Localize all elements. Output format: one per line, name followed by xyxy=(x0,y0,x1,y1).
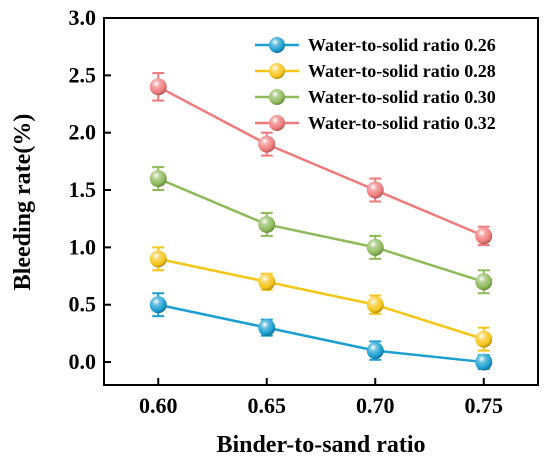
data-point xyxy=(149,170,167,188)
x-tick-label: 0.65 xyxy=(248,393,287,418)
data-point xyxy=(149,78,167,96)
y-tick-label: 2.0 xyxy=(69,120,97,145)
legend: Water-to-solid ratio 0.26 Water-to-solid … xyxy=(255,35,496,133)
data-point xyxy=(258,319,276,337)
series-line xyxy=(157,177,485,283)
x-tick-label: 0.75 xyxy=(465,393,504,418)
x-axis-title: Binder-to-sand ratio xyxy=(216,432,425,458)
data-point xyxy=(366,238,384,256)
series-line xyxy=(157,257,485,341)
series-2 xyxy=(149,246,493,352)
series-4 xyxy=(149,72,493,247)
data-point xyxy=(149,250,167,268)
x-tick-label: 0.70 xyxy=(356,393,395,418)
data-point xyxy=(366,181,384,199)
y-tick-label: 2.5 xyxy=(69,62,97,87)
legend-marker xyxy=(269,63,285,79)
data-point xyxy=(258,215,276,233)
data-point xyxy=(366,342,384,360)
legend-item: Water-to-solid ratio 0.32 xyxy=(255,113,496,133)
series-line xyxy=(157,303,484,364)
data-point xyxy=(475,227,493,245)
legend-label: Water-to-solid ratio 0.26 xyxy=(308,35,496,55)
series-3 xyxy=(149,166,493,295)
y-tick-label: 0.5 xyxy=(69,292,97,317)
data-point xyxy=(475,273,493,291)
plot-frame xyxy=(103,17,539,386)
y-axis-title: Bleeding rate(%) xyxy=(10,114,36,291)
x-tick-label: 0.60 xyxy=(139,393,178,418)
data-point xyxy=(475,330,493,348)
legend-item: Water-to-solid ratio 0.30 xyxy=(255,87,496,107)
data-point xyxy=(258,135,276,153)
y-tick-label: 1.5 xyxy=(69,177,97,202)
y-axis: 0.0 0.5 1.0 1.5 2.0 2.5 3.0 xyxy=(69,5,111,374)
legend-marker xyxy=(269,115,285,131)
series-line xyxy=(157,85,485,238)
data-point xyxy=(258,273,276,291)
y-tick-label: 3.0 xyxy=(69,5,97,30)
series-1 xyxy=(149,292,493,371)
data-point xyxy=(475,353,493,371)
legend-marker xyxy=(269,89,285,105)
legend-marker xyxy=(269,37,285,53)
legend-label: Water-to-solid ratio 0.30 xyxy=(308,87,496,107)
legend-label: Water-to-solid ratio 0.28 xyxy=(308,61,496,81)
data-point xyxy=(366,296,384,314)
x-axis: 0.60 0.65 0.70 0.75 xyxy=(139,378,503,418)
data-point xyxy=(149,296,167,314)
y-tick-label: 1.0 xyxy=(69,234,97,259)
legend-item: Water-to-solid ratio 0.28 xyxy=(255,61,496,81)
y-tick-label: 0.0 xyxy=(69,349,97,374)
legend-item: Water-to-solid ratio 0.26 xyxy=(255,35,496,55)
series-layer xyxy=(149,72,493,371)
legend-label: Water-to-solid ratio 0.32 xyxy=(308,113,496,133)
